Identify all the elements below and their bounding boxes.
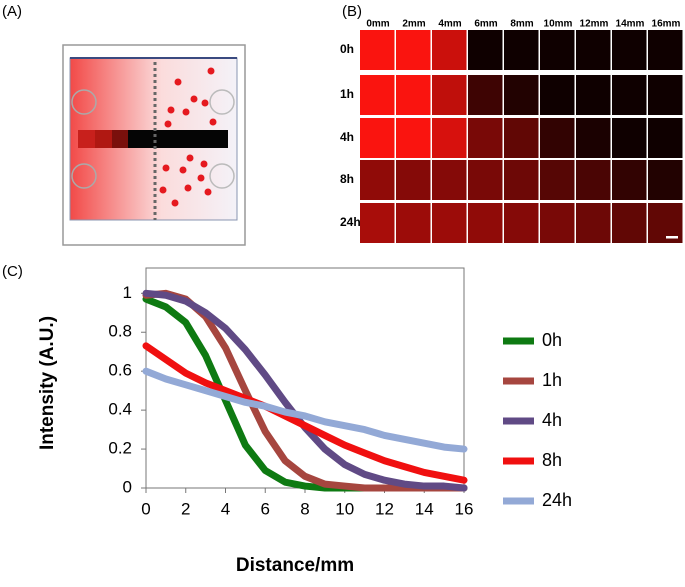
image-cell: [612, 30, 647, 70]
image-cell: [432, 30, 467, 70]
image-cell: [468, 118, 503, 158]
series-line: [142, 295, 468, 492]
column-label: 8mm: [510, 19, 533, 30]
image-cell: [468, 30, 503, 70]
image-cell: [504, 160, 539, 200]
series-line: [142, 367, 468, 453]
row-label: 1h: [340, 87, 354, 101]
x-tick-label: 4: [221, 499, 230, 518]
image-cell: [360, 75, 395, 115]
image-cell: [432, 118, 467, 158]
image-cell: [576, 30, 611, 70]
image-cell: [648, 30, 683, 70]
column-label: 12mm: [580, 19, 609, 30]
image-cell: [504, 30, 539, 70]
legend-label: 0h: [542, 330, 562, 350]
series-line: [142, 342, 468, 484]
image-cell: [468, 203, 503, 243]
scale-bar: [666, 236, 678, 239]
row-label: 8h: [340, 172, 354, 186]
image-cell: [540, 203, 575, 243]
image-cell: [648, 160, 683, 200]
y-tick-label: 0.2: [108, 439, 132, 458]
image-cell: [612, 203, 647, 243]
row-label: 24h: [340, 215, 361, 229]
column-label: 0mm: [366, 19, 389, 30]
x-tick-label: 10: [335, 499, 354, 518]
image-cell: [396, 75, 431, 115]
image-cell: [612, 160, 647, 200]
x-axis-title: Distance/mm: [236, 555, 354, 576]
x-tick-label: 6: [261, 499, 270, 518]
column-label: 6mm: [474, 19, 497, 30]
image-cell: [648, 118, 683, 158]
image-cell: [612, 75, 647, 115]
image-cell: [360, 118, 395, 158]
x-tick-label: 2: [181, 499, 190, 518]
y-tick-label: 0.4: [108, 400, 132, 419]
image-cell: [396, 203, 431, 243]
image-cell: [396, 118, 431, 158]
image-cell: [504, 118, 539, 158]
x-tick-label: 8: [300, 499, 309, 518]
column-label: 4mm: [438, 19, 461, 30]
image-cell: [576, 203, 611, 243]
image-cell: [468, 75, 503, 115]
x-tick-label: 12: [375, 499, 394, 518]
image-cell: [576, 160, 611, 200]
image-cell: [540, 30, 575, 70]
column-label: 14mm: [616, 19, 645, 30]
x-tick-label: 0: [141, 499, 150, 518]
panel-label: (A): [2, 3, 22, 20]
image-cell: [540, 118, 575, 158]
legend-label: 8h: [542, 450, 562, 470]
image-cell: [612, 118, 647, 158]
y-tick-label: 0.6: [108, 361, 132, 380]
image-cell: [576, 118, 611, 158]
column-label: 10mm: [544, 19, 573, 30]
panel-label: (B): [342, 3, 362, 20]
row-label: 0h: [340, 42, 354, 56]
image-cell: [396, 30, 431, 70]
legend-label: 24h: [542, 490, 572, 510]
y-tick-label: 0.8: [108, 322, 132, 341]
image-cell: [540, 75, 575, 115]
device-diagram: [62, 44, 246, 246]
column-label: 2mm: [402, 19, 425, 30]
image-cell: [432, 160, 467, 200]
image-cell: [648, 75, 683, 115]
image-cell: [504, 75, 539, 115]
image-cell: [540, 160, 575, 200]
panel-label: (C): [2, 263, 23, 280]
y-axis-title: Intensity (A.U.): [37, 316, 58, 450]
y-tick-label: 1: [123, 283, 132, 302]
image-cell: [360, 30, 395, 70]
image-cell: [432, 203, 467, 243]
legend-label: 4h: [542, 410, 562, 430]
image-cell: [468, 160, 503, 200]
image-cell: [360, 203, 395, 243]
image-cell: [396, 160, 431, 200]
image-cell: [432, 75, 467, 115]
column-label: 16mm: [652, 19, 681, 30]
y-tick-label: 0: [123, 477, 132, 496]
legend-label: 1h: [542, 370, 562, 390]
image-cell: [360, 160, 395, 200]
row-label: 4h: [340, 130, 354, 144]
image-cell: [576, 75, 611, 115]
x-tick-label: 16: [455, 499, 474, 518]
image-cell: [504, 203, 539, 243]
x-tick-label: 14: [415, 499, 434, 518]
